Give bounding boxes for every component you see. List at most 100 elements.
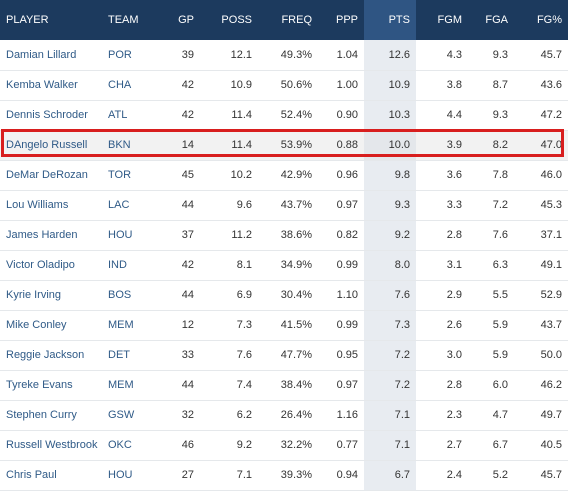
column-header-fgp[interactable]: FG% — [536, 14, 562, 26]
table-row: DeMar DeRozan TOR 45 10.2 42.9% 0.96 9.8 3.6 7.8… — [0, 160, 568, 191]
cell-fgp: 49.1 — [514, 250, 568, 281]
cell-player[interactable]: DAngelo Russell — [0, 130, 102, 161]
cell-fgp: 40.5 — [514, 430, 568, 461]
cell-pts: 12.6 — [364, 40, 416, 71]
cell-poss: 7.1 — [200, 460, 258, 491]
cell-fgm: 2.8 — [416, 370, 468, 401]
cell-fgp: 45.3 — [514, 190, 568, 221]
column-header-poss[interactable]: POSS — [221, 14, 252, 26]
column-header-freq[interactable]: FREQ — [281, 14, 312, 26]
cell-freq: 34.9% — [258, 250, 318, 281]
cell-pts: 7.6 — [364, 280, 416, 311]
cell-ppp: 0.82 — [318, 220, 364, 251]
cell-fgm: 4.3 — [416, 40, 468, 71]
cell-player[interactable]: Chris Paul — [0, 460, 102, 491]
cell-team[interactable]: ATL — [102, 100, 158, 131]
cell-team[interactable]: BOS — [102, 280, 158, 311]
cell-fga: 6.0 — [468, 370, 514, 401]
table-row: Tyreke Evans MEM 44 7.4 38.4% 0.97 7.2 2.8 6.0 46… — [0, 370, 568, 401]
cell-gp: 44 — [158, 190, 200, 221]
table-row: Chris Paul HOU 27 7.1 39.3% 0.94 6.7 2.4 5.2 45.7 — [0, 460, 568, 491]
column-header-ppp[interactable]: PPP — [335, 14, 358, 26]
cell-fga: 4.7 — [468, 400, 514, 431]
cell-fgm: 3.9 — [416, 130, 468, 161]
cell-gp: 42 — [158, 70, 200, 101]
cell-pts: 7.2 — [364, 340, 416, 371]
cell-player[interactable]: Kyrie Irving — [0, 280, 102, 311]
cell-ppp: 1.16 — [318, 400, 364, 431]
cell-poss: 6.9 — [200, 280, 258, 311]
cell-fgp: 37.1 — [514, 220, 568, 251]
cell-fgm: 4.4 — [416, 100, 468, 131]
cell-player[interactable]: Stephen Curry — [0, 400, 102, 431]
cell-fgp: 47.0 — [514, 130, 568, 161]
table-row: Lou Williams LAC 44 9.6 43.7% 0.97 9.3 3.3 7.2 45… — [0, 190, 568, 221]
cell-player[interactable]: Lou Williams — [0, 190, 102, 221]
cell-player[interactable]: DeMar DeRozan — [0, 160, 102, 191]
cell-gp: 12 — [158, 310, 200, 341]
column-header-player[interactable]: PLAYER — [6, 14, 49, 26]
cell-fga: 7.2 — [468, 190, 514, 221]
table-header: PLAYER TEAM GP POSS FREQ PPP PTS FGM FGA FG% — [0, 0, 568, 40]
cell-team[interactable]: HOU — [102, 460, 158, 491]
cell-fgp: 43.7 — [514, 310, 568, 341]
cell-team[interactable]: GSW — [102, 400, 158, 431]
column-header-fga[interactable]: FGA — [485, 14, 508, 26]
cell-team[interactable]: TOR — [102, 160, 158, 191]
cell-ppp: 0.99 — [318, 310, 364, 341]
cell-player[interactable]: Mike Conley — [0, 310, 102, 341]
cell-team[interactable]: IND — [102, 250, 158, 281]
table-row: Reggie Jackson DET 33 7.6 47.7% 0.95 7.2 3.0 5.9… — [0, 340, 568, 371]
cell-ppp: 0.90 — [318, 100, 364, 131]
cell-team[interactable]: MEM — [102, 310, 158, 341]
table-row: Damian Lillard POR 39 12.1 49.3% 1.04 12.6 4.3 9… — [0, 40, 568, 71]
cell-fga: 5.9 — [468, 310, 514, 341]
cell-team[interactable]: HOU — [102, 220, 158, 251]
cell-team[interactable]: BKN — [102, 130, 158, 161]
table-row: Russell Westbrook OKC 46 9.2 32.2% 0.77 7.1 2.7… — [0, 430, 568, 461]
cell-fgp: 46.2 — [514, 370, 568, 401]
cell-freq: 26.4% — [258, 400, 318, 431]
cell-freq: 52.4% — [258, 100, 318, 131]
cell-pts: 10.0 — [364, 130, 416, 161]
table-row: Kemba Walker CHA 42 10.9 50.6% 1.00 10.9 3.8 8.7… — [0, 70, 568, 101]
cell-player[interactable]: James Harden — [0, 220, 102, 251]
cell-pts: 7.1 — [364, 430, 416, 461]
cell-fgp: 45.7 — [514, 40, 568, 71]
cell-player[interactable]: Reggie Jackson — [0, 340, 102, 371]
column-header-pts[interactable]: PTS — [364, 0, 416, 40]
cell-fgm: 2.8 — [416, 220, 468, 251]
cell-poss: 7.6 — [200, 340, 258, 371]
cell-gp: 14 — [158, 130, 200, 161]
cell-player[interactable]: Dennis Schroder — [0, 100, 102, 131]
cell-fga: 5.9 — [468, 340, 514, 371]
column-header-team[interactable]: TEAM — [108, 14, 139, 26]
cell-gp: 42 — [158, 100, 200, 131]
cell-team[interactable]: MEM — [102, 370, 158, 401]
cell-team[interactable]: LAC — [102, 190, 158, 221]
cell-poss: 10.2 — [200, 160, 258, 191]
cell-poss: 11.4 — [200, 130, 258, 161]
cell-ppp: 0.88 — [318, 130, 364, 161]
cell-player[interactable]: Victor Oladipo — [0, 250, 102, 281]
cell-player[interactable]: Kemba Walker — [0, 70, 102, 101]
column-header-fgm[interactable]: FGM — [437, 14, 462, 26]
cell-fgm: 2.9 — [416, 280, 468, 311]
column-header-gp[interactable]: GP — [178, 14, 194, 26]
cell-poss: 11.2 — [200, 220, 258, 251]
cell-poss: 7.4 — [200, 370, 258, 401]
cell-team[interactable]: DET — [102, 340, 158, 371]
table-row: Dennis Schroder ATL 42 11.4 52.4% 0.90 10.3 4.4… — [0, 100, 568, 131]
cell-pts: 9.2 — [364, 220, 416, 251]
cell-ppp: 0.95 — [318, 340, 364, 371]
cell-team[interactable]: OKC — [102, 430, 158, 461]
cell-team[interactable]: POR — [102, 40, 158, 71]
cell-team[interactable]: CHA — [102, 70, 158, 101]
cell-player[interactable]: Damian Lillard — [0, 40, 102, 71]
cell-fgp: 47.2 — [514, 100, 568, 131]
cell-player[interactable]: Russell Westbrook — [0, 430, 102, 461]
cell-player[interactable]: Tyreke Evans — [0, 370, 102, 401]
cell-poss: 10.9 — [200, 70, 258, 101]
cell-gp: 33 — [158, 340, 200, 371]
